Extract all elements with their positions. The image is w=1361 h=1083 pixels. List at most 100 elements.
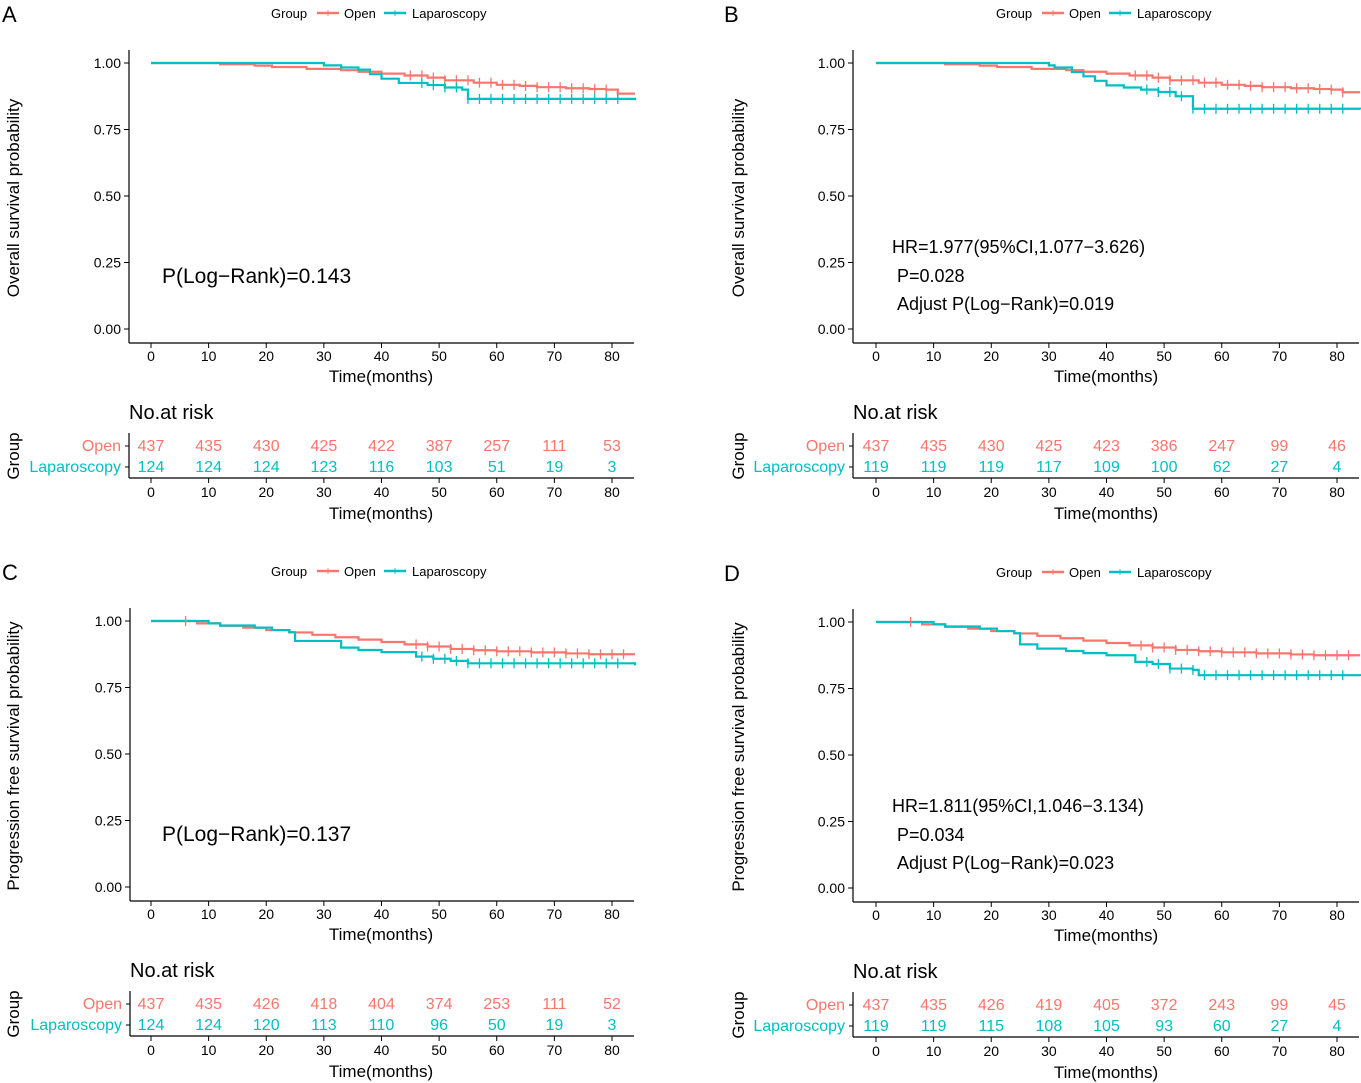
risk-value-open: 426 [978,997,1005,1014]
risk-x-tick-label: 10 [926,484,942,500]
legend-open-label: Open [1069,6,1101,21]
risk-value-open: 437 [863,438,890,455]
x-tick-label: 40 [374,906,390,922]
risk-x-tick-label: 70 [547,1042,563,1058]
risk-value-lap: 103 [426,459,453,476]
risk-value-lap: 124 [138,459,165,476]
risk-value-lap: 119 [863,459,889,476]
logrank-annotation: P(Log−Rank)=0.137 [162,823,351,846]
risk-value-open: 99 [1270,438,1288,455]
risk-x-tick-label: 60 [1214,484,1230,500]
risk-row-label-lap: Laparoscopy [29,459,121,476]
risk-value-open: 404 [368,996,395,1013]
x-tick-label: 80 [1329,907,1345,923]
risk-value-open: 405 [1093,997,1120,1014]
x-tick-label: 20 [258,906,274,922]
risk-value-lap: 124 [195,459,222,476]
risk-x-tick-label: 20 [983,1043,999,1059]
stat-annotation: Adjust P(Log−Rank)=0.023 [897,853,1114,873]
risk-value-open: 425 [1036,438,1063,455]
risk-value-lap: 3 [608,459,617,476]
risk-value-open: 422 [368,438,395,455]
logrank-annotation: P(Log−Rank)=0.143 [162,265,351,288]
risk-x-tick-label: 20 [983,484,999,500]
legend-lap-label: Laparoscopy [412,6,487,21]
risk-x-axis-title: Time(months) [329,504,433,523]
risk-x-tick-label: 80 [604,484,620,500]
risk-value-lap: 124 [253,459,280,476]
series-open [876,61,1361,98]
risk-value-lap: 27 [1270,1018,1288,1035]
x-tick-label: 60 [1214,348,1230,364]
x-tick-label: 50 [1156,907,1172,923]
survival-curve-laparoscopy [151,61,637,101]
legend-open-cross: + [324,564,331,578]
risk-value-open: 387 [426,438,453,455]
risk-value-lap: 116 [369,459,395,476]
stat-annotation: P=0.034 [897,825,965,845]
legend-open-cross: + [324,6,331,20]
y-tick-label: 1.00 [94,55,121,71]
risk-value-lap: 119 [863,1018,889,1035]
series-laparoscopy [151,619,637,669]
risk-value-lap: 119 [921,459,947,476]
stat-annotation: P=0.028 [897,266,965,286]
risk-value-open: 386 [1151,438,1178,455]
risk-value-lap: 120 [253,1017,280,1034]
y-tick-label: 1.00 [818,614,845,630]
x-tick-label: 40 [1099,907,1115,923]
risk-value-lap: 113 [311,1017,337,1034]
x-tick-label: 60 [489,348,505,364]
risk-table: No.at riskOpenLaparoscopy437119435119430… [729,402,1359,523]
risk-x-tick-label: 20 [258,484,274,500]
risk-value-open: 52 [603,996,621,1013]
y-tick-label: 1.00 [95,613,122,629]
y-tick-label: 0.50 [818,747,845,763]
series-open [151,619,636,660]
risk-value-open: 430 [978,438,1005,455]
risk-table-title: No.at risk [130,960,215,982]
x-axis-title: Time(months) [1054,926,1158,945]
risk-x-tick-label: 30 [1041,1043,1057,1059]
risk-x-tick-label: 40 [374,1042,390,1058]
risk-x-tick-label: 60 [489,484,505,500]
risk-value-lap: 60 [1213,1018,1231,1035]
legend-lap-cross: + [1116,565,1123,579]
risk-value-lap: 100 [1151,459,1178,476]
risk-value-open: 45 [1328,997,1346,1014]
panel-letter: D [724,561,740,586]
x-tick-label: 70 [1272,348,1288,364]
risk-x-tick-label: 30 [1041,484,1057,500]
risk-x-tick-label: 0 [147,484,155,500]
risk-value-open: 111 [542,996,566,1013]
risk-value-lap: 4 [1333,459,1342,476]
panel-letter: A [2,2,17,27]
legend-title: Group [271,564,307,579]
x-tick-label: 0 [872,907,880,923]
survival-curve-laparoscopy [876,620,1361,677]
y-tick-label: 0.00 [818,321,845,337]
x-axis-title: Time(months) [1054,367,1158,386]
risk-table: No.at risk Open Laparoscopy 437 124 435 124 430… [4,402,634,523]
legend: Group + Open + Laparoscopy [996,6,1212,21]
y-tick-label: 0.25 [95,813,122,829]
risk-x-tick-label: 0 [872,1043,880,1059]
risk-x-tick-label: 40 [1099,1043,1115,1059]
risk-value-open: 437 [138,438,165,455]
y-tick-label: 0.75 [818,122,845,138]
x-tick-label: 50 [431,348,447,364]
risk-row-label-lap: Laparoscopy [30,1017,122,1034]
y-tick-label: 0.50 [94,188,121,204]
legend-open-label: Open [344,6,376,21]
y-tick-label: 0.75 [95,680,122,696]
risk-value-open: 247 [1208,438,1235,455]
panel-letter: C [2,560,18,585]
x-tick-label: 10 [201,906,217,922]
risk-value-lap: 19 [545,459,563,476]
risk-value-lap: 50 [488,1017,506,1034]
risk-value-lap: 4 [1333,1018,1342,1035]
y-tick-label: 0.75 [818,681,845,697]
x-tick-label: 50 [1156,348,1172,364]
risk-value-lap: 124 [138,1017,165,1034]
risk-value-open: 437 [138,996,165,1013]
